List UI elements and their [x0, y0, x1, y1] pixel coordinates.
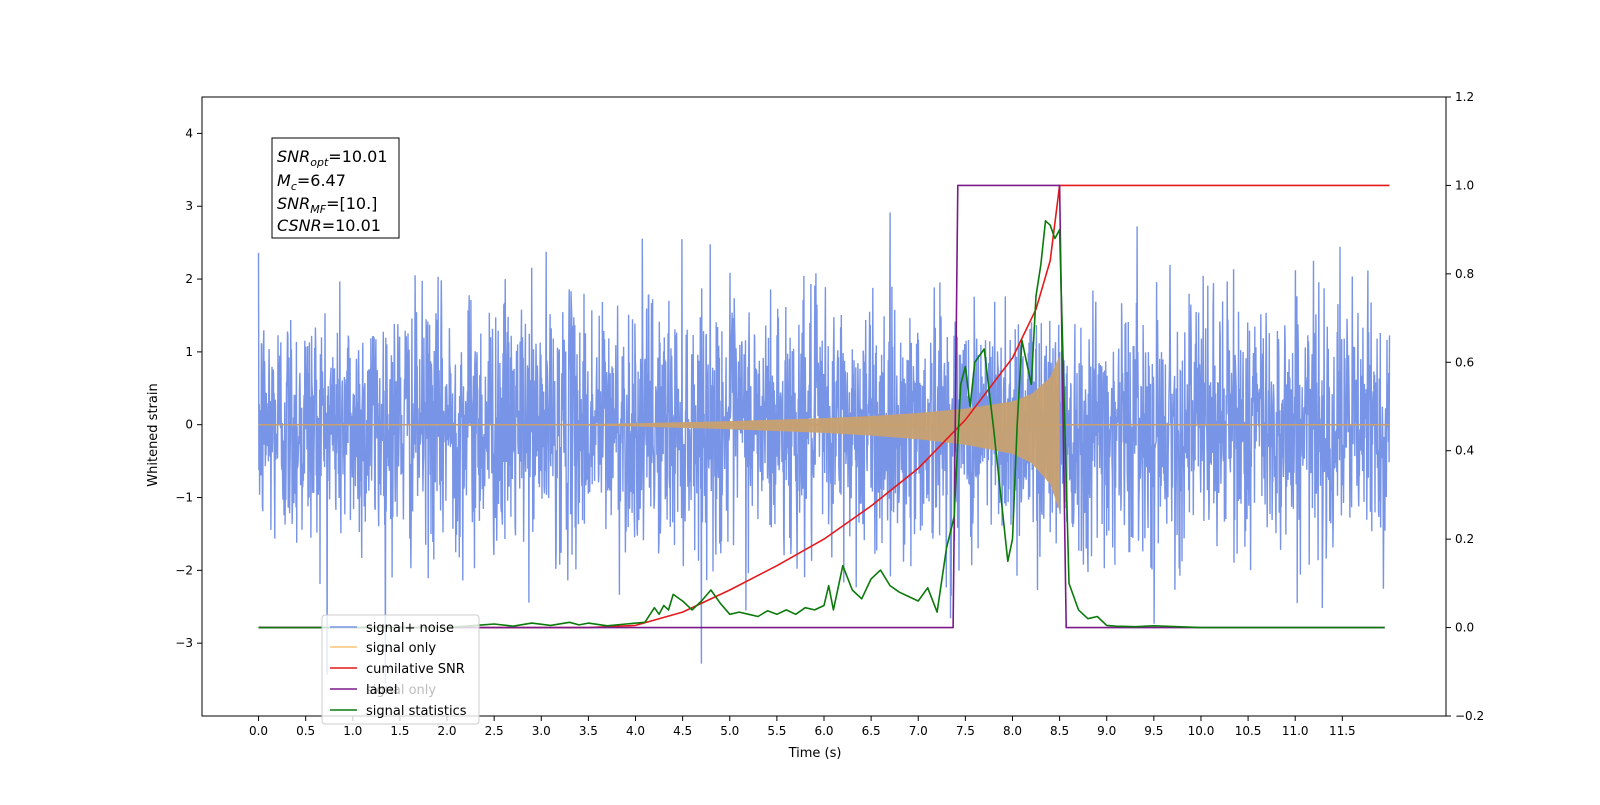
x-tick-label-5.0: 5.0 — [720, 724, 739, 738]
y-tick-label-2: 2 — [185, 272, 193, 286]
x-tick-label-9.0: 9.0 — [1097, 724, 1116, 738]
y-axis-label: Whitened strain — [146, 383, 161, 486]
annotation-box: SNRopt=10.01 Mc=6.47 SNRMF=[10.] CSNR=10… — [271, 137, 400, 239]
y-tick-label-4: 4 — [185, 126, 193, 140]
y-tick-label--1: −1 — [175, 491, 193, 505]
legend-overlap-fragment: signal only — [366, 683, 436, 698]
noise-series-layer — [257, 212, 1391, 685]
y-tick-label--3: −3 — [175, 636, 193, 650]
legend-label-noise: signal+ noise — [366, 621, 454, 636]
y-tick-label-1: 1 — [185, 345, 193, 359]
x-tick-label-1.0: 1.0 — [343, 724, 362, 738]
signal-series-layer — [258, 355, 1390, 512]
x-tick-label-10.5: 10.5 — [1235, 724, 1262, 738]
x-tick-label-6.5: 6.5 — [862, 724, 881, 738]
annotation-chirp-mass: Mc=6.47 — [277, 171, 346, 193]
annotation-snr-opt: SNRopt=10.01 — [277, 147, 388, 169]
legend: signal+ noise signal only cumilative SNR… — [321, 614, 480, 725]
x-tick-label-0.0: 0.0 — [249, 724, 268, 738]
series-signal-plus-noise — [257, 212, 1391, 685]
y2-tick-label-0.2: 0.2 — [1455, 532, 1474, 546]
x-tick-label-0.5: 0.5 — [296, 724, 315, 738]
axes-layer: 0.0 0.5 1.0 1.5 2.0 2.5 3.0 3.5 4.0 4.5 5.0 5.5 6.0 6… — [175, 90, 1484, 738]
x-tick-label-1.5: 1.5 — [390, 724, 409, 738]
y2-tick-label--0.2: −0.2 — [1455, 709, 1484, 723]
series-label — [258, 184, 1385, 629]
x-tick-label-2.0: 2.0 — [437, 724, 456, 738]
legend-label-label: label — [366, 683, 397, 698]
x-tick-label-11.5: 11.5 — [1329, 724, 1356, 738]
x-tick-label-7.0: 7.0 — [909, 724, 928, 738]
right-axis-series-layer — [258, 184, 1390, 629]
legend-label-signal-statistics: signal statistics — [366, 704, 467, 719]
x-tick-label-6.0: 6.0 — [814, 724, 833, 738]
y-tick-label--2: −2 — [175, 563, 193, 577]
y2-tick-label-0: 0.0 — [1455, 621, 1474, 635]
x-tick-label-2.5: 2.5 — [485, 724, 504, 738]
x-tick-label-5.5: 5.5 — [767, 724, 786, 738]
x-tick-label-11.0: 11.0 — [1282, 724, 1309, 738]
series-signal-only-envelope — [258, 355, 1060, 512]
x-tick-label-7.5: 7.5 — [956, 724, 975, 738]
x-axis-label: Time (s) — [788, 746, 842, 761]
x-tick-label-3.5: 3.5 — [579, 724, 598, 738]
x-tick-label-4.0: 4.0 — [626, 724, 645, 738]
y2-tick-label-0.6: 0.6 — [1455, 355, 1474, 369]
legend-label-signal: signal only — [366, 641, 436, 656]
y2-tick-label-0.8: 0.8 — [1455, 267, 1474, 281]
series-cumulative-snr — [258, 184, 1390, 629]
x-tick-label-10.0: 10.0 — [1188, 724, 1215, 738]
y2-tick-label-1.2: 1.2 — [1455, 90, 1474, 104]
annotation-snr-mf: SNRMF=[10.] — [277, 194, 377, 216]
x-tick-label-3.0: 3.0 — [532, 724, 551, 738]
legend-label-cumulative-snr: cumilative SNR — [366, 662, 465, 677]
y2-tick-label-0.4: 0.4 — [1455, 444, 1474, 458]
y-tick-label-0: 0 — [185, 418, 193, 432]
x-tick-label-8.0: 8.0 — [1003, 724, 1022, 738]
series-signal-statistics — [258, 220, 1385, 629]
x-tick-label-9.5: 9.5 — [1144, 724, 1163, 738]
annotation-csnr: CSNR=10.01 — [277, 216, 381, 235]
y-tick-label-3: 3 — [185, 199, 193, 213]
y2-tick-label-1: 1.0 — [1455, 178, 1474, 192]
x-tick-label-8.5: 8.5 — [1050, 724, 1069, 738]
x-tick-label-4.5: 4.5 — [673, 724, 692, 738]
